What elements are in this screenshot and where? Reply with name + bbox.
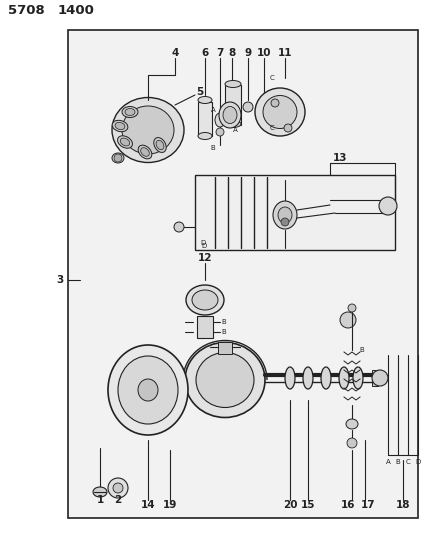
- Text: B: B: [360, 347, 364, 353]
- Ellipse shape: [215, 113, 225, 127]
- Text: C: C: [406, 459, 411, 465]
- Ellipse shape: [93, 487, 107, 497]
- Text: D: D: [200, 240, 205, 246]
- Bar: [225, 85, 241, 125]
- Ellipse shape: [120, 138, 130, 146]
- Bar: [218, 342, 232, 354]
- Circle shape: [340, 312, 356, 328]
- Ellipse shape: [216, 128, 224, 136]
- Bar: [198, 102, 212, 136]
- Circle shape: [379, 197, 397, 215]
- Circle shape: [113, 483, 123, 493]
- Ellipse shape: [223, 107, 237, 124]
- Text: 14: 14: [141, 500, 155, 510]
- Text: 8: 8: [228, 48, 236, 58]
- Text: C: C: [269, 75, 275, 81]
- Ellipse shape: [198, 96, 212, 103]
- Circle shape: [258, 101, 270, 113]
- Text: 15: 15: [301, 500, 315, 510]
- Ellipse shape: [219, 102, 241, 128]
- Circle shape: [347, 438, 357, 448]
- Text: 3: 3: [56, 275, 63, 285]
- Ellipse shape: [303, 367, 313, 389]
- Bar: [372, 370, 378, 386]
- Ellipse shape: [255, 88, 305, 136]
- Circle shape: [348, 304, 356, 312]
- Text: 1: 1: [97, 495, 104, 505]
- Text: A: A: [211, 107, 215, 113]
- Bar: [68, 30, 418, 518]
- Text: 7: 7: [216, 48, 224, 58]
- Ellipse shape: [112, 153, 124, 163]
- Text: 10: 10: [257, 48, 271, 58]
- Circle shape: [108, 478, 128, 498]
- Ellipse shape: [138, 379, 158, 401]
- Ellipse shape: [115, 123, 125, 130]
- Ellipse shape: [225, 80, 241, 87]
- Ellipse shape: [108, 345, 188, 435]
- Circle shape: [114, 154, 122, 162]
- Text: A: A: [233, 127, 237, 133]
- Text: 5: 5: [196, 87, 204, 97]
- Ellipse shape: [225, 120, 241, 127]
- Ellipse shape: [192, 290, 218, 310]
- Text: B: B: [211, 145, 215, 151]
- Bar: [197, 316, 213, 338]
- Circle shape: [271, 99, 279, 107]
- Circle shape: [284, 124, 292, 132]
- Circle shape: [372, 370, 388, 386]
- Text: D: D: [415, 459, 420, 465]
- Circle shape: [261, 104, 267, 110]
- Text: 4: 4: [171, 48, 179, 58]
- Circle shape: [281, 218, 289, 226]
- Circle shape: [243, 102, 253, 112]
- Text: B: B: [396, 459, 400, 465]
- Text: B: B: [222, 329, 227, 335]
- Ellipse shape: [154, 138, 166, 152]
- Text: 12: 12: [198, 253, 212, 263]
- Ellipse shape: [122, 106, 174, 154]
- Text: 1400: 1400: [58, 4, 95, 17]
- Ellipse shape: [263, 95, 297, 128]
- Ellipse shape: [125, 109, 135, 116]
- Ellipse shape: [185, 343, 265, 417]
- Ellipse shape: [278, 207, 292, 223]
- Text: 5708: 5708: [8, 4, 45, 17]
- Text: 18: 18: [396, 500, 410, 510]
- Text: 20: 20: [283, 500, 297, 510]
- Text: 6: 6: [201, 48, 208, 58]
- Ellipse shape: [118, 136, 133, 148]
- Text: 17: 17: [361, 500, 375, 510]
- Ellipse shape: [118, 356, 178, 424]
- Ellipse shape: [156, 140, 164, 150]
- Text: D: D: [201, 243, 207, 249]
- Text: A: A: [386, 459, 390, 465]
- Ellipse shape: [196, 352, 254, 408]
- Text: B: B: [222, 319, 227, 325]
- Ellipse shape: [353, 367, 363, 389]
- Text: 13: 13: [333, 153, 347, 163]
- Ellipse shape: [141, 148, 149, 156]
- Ellipse shape: [186, 285, 224, 315]
- Ellipse shape: [112, 98, 184, 163]
- Ellipse shape: [138, 145, 152, 159]
- Text: 9: 9: [245, 48, 251, 58]
- Ellipse shape: [339, 367, 349, 389]
- Ellipse shape: [198, 133, 212, 140]
- Text: 11: 11: [278, 48, 292, 58]
- Ellipse shape: [112, 120, 128, 132]
- Text: C: C: [269, 125, 275, 131]
- Ellipse shape: [285, 367, 295, 389]
- Text: 2: 2: [115, 495, 122, 505]
- Ellipse shape: [122, 107, 138, 117]
- Text: 16: 16: [341, 500, 355, 510]
- Ellipse shape: [321, 367, 331, 389]
- Bar: [195, 175, 395, 250]
- Text: 19: 19: [163, 500, 177, 510]
- Ellipse shape: [273, 201, 297, 229]
- Ellipse shape: [174, 222, 184, 232]
- Ellipse shape: [346, 419, 358, 429]
